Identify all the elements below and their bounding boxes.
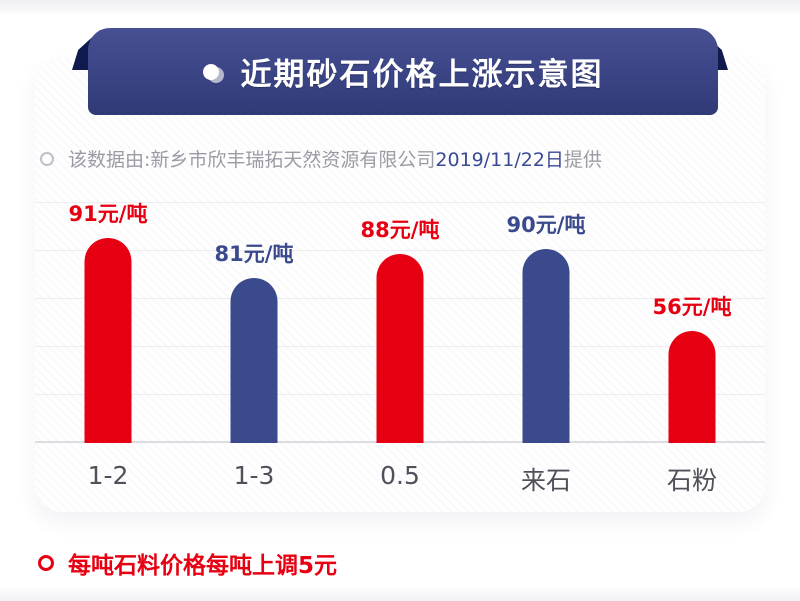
title-banner: 近期砂石价格上涨示意图 [88,28,718,115]
bar [376,254,424,443]
bar [230,278,278,443]
bar-value-label: 88元/吨 [360,218,440,242]
source-date: 2019/11/22日 [435,149,564,171]
bar-column: 56元/吨石粉 [619,175,765,495]
footnote-text: 每吨石料价格每吨上调5元 [68,553,338,579]
gridline [35,202,765,203]
data-source-note: 该数据由:新乡市欣丰瑞拓天然资源有限公司2019/11/22日提供 [40,145,602,172]
footnote: 每吨石料价格每吨上调5元 [38,546,337,580]
page-bottom-fade [0,587,800,601]
sphere-bullet-icon [202,63,219,80]
bar-column: 81元/吨 1-3 [181,175,327,490]
bar-column: 91元/吨 1-2 [35,175,181,490]
bar [84,238,132,443]
category-label: 1-2 [87,461,129,490]
bar-value-label: 90元/吨 [506,213,586,237]
circle-bullet-icon [40,151,54,166]
bar-chart: 91元/吨 1-2 81元/吨 1-3 88元/吨 0.5 90元/吨 来石 56元/吨 石粉 [35,175,765,495]
bar [668,331,716,443]
bar-value-label: 56元/吨 [652,295,732,319]
category-label: 石粉 [666,466,717,495]
category-label: 1-3 [233,461,275,490]
source-prefix: 该数据由:新乡市欣丰瑞拓天然资源有限公司 [68,149,436,171]
bar-value-label: 91元/吨 [68,202,148,226]
source-suffix: 提供 [563,149,602,171]
bar-column: 88元/吨 0.5 [327,175,473,490]
bar [522,249,570,443]
gridline [35,250,765,251]
page-top-fade [0,0,800,16]
bar-column: 90元/吨来石 [473,175,619,495]
category-label: 0.5 [380,461,420,490]
source-text: 该数据由:新乡市欣丰瑞拓天然资源有限公司2019/11/22日提供 [68,145,602,172]
page-title: 近期砂石价格上涨示意图 [240,57,604,93]
category-label: 来石 [520,466,571,495]
circle-bullet-icon [38,555,54,571]
bar-value-label: 81元/吨 [214,242,294,266]
